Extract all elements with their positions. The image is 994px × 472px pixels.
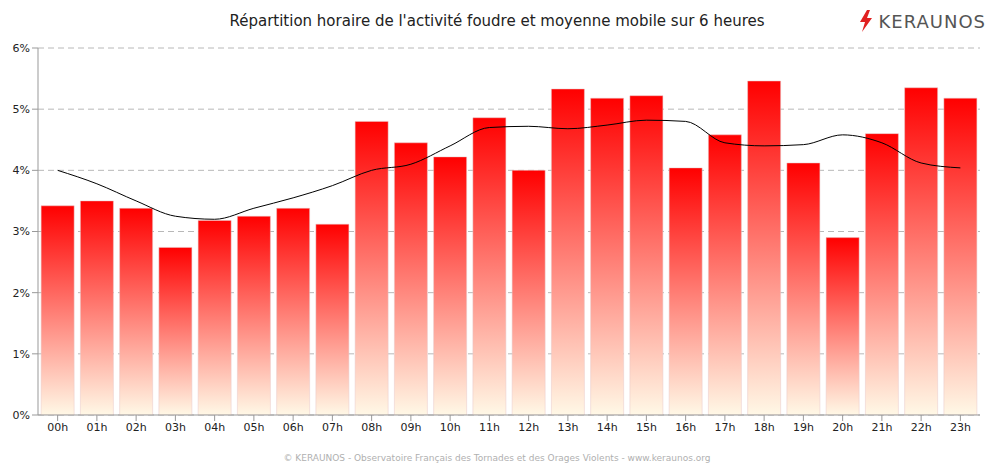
- svg-text:0%: 0%: [13, 409, 30, 422]
- svg-text:1%: 1%: [13, 348, 30, 361]
- svg-text:21h: 21h: [871, 421, 892, 434]
- svg-text:15h: 15h: [636, 421, 657, 434]
- svg-text:18h: 18h: [754, 421, 775, 434]
- svg-text:17h: 17h: [714, 421, 735, 434]
- svg-text:00h: 00h: [47, 421, 68, 434]
- svg-text:23h: 23h: [950, 421, 971, 434]
- svg-text:10h: 10h: [440, 421, 461, 434]
- svg-text:5%: 5%: [13, 103, 30, 116]
- svg-text:01h: 01h: [86, 421, 107, 434]
- svg-text:03h: 03h: [165, 421, 186, 434]
- svg-text:06h: 06h: [283, 421, 304, 434]
- svg-text:20h: 20h: [832, 421, 853, 434]
- svg-text:13h: 13h: [557, 421, 578, 434]
- svg-text:09h: 09h: [400, 421, 421, 434]
- html-text:KERAUNOS: KERAUNOS: [878, 10, 986, 32]
- svg-text:19h: 19h: [793, 421, 814, 434]
- svg-text:05h: 05h: [243, 421, 264, 434]
- svg-text:14h: 14h: [597, 421, 618, 434]
- svg-text:6%: 6%: [13, 42, 30, 55]
- svg-text:4%: 4%: [13, 164, 30, 177]
- svg-text:08h: 08h: [361, 421, 382, 434]
- svg-text:12h: 12h: [518, 421, 539, 434]
- svg-text:11h: 11h: [479, 421, 500, 434]
- html-text:© KERAUNOS - Observatoire Fran: © KERAUNOS - Observatoire Français des T…: [283, 453, 711, 463]
- svg-text:16h: 16h: [675, 421, 696, 434]
- svg-text:04h: 04h: [204, 421, 225, 434]
- svg-text:07h: 07h: [322, 421, 343, 434]
- html-text:Répartition horaire de l'activ: Répartition horaire de l'activité foudre…: [229, 12, 765, 30]
- svg-text:02h: 02h: [126, 421, 147, 434]
- svg-text:22h: 22h: [911, 421, 932, 434]
- svg-text:3%: 3%: [13, 225, 30, 238]
- svg-text:2%: 2%: [13, 287, 30, 300]
